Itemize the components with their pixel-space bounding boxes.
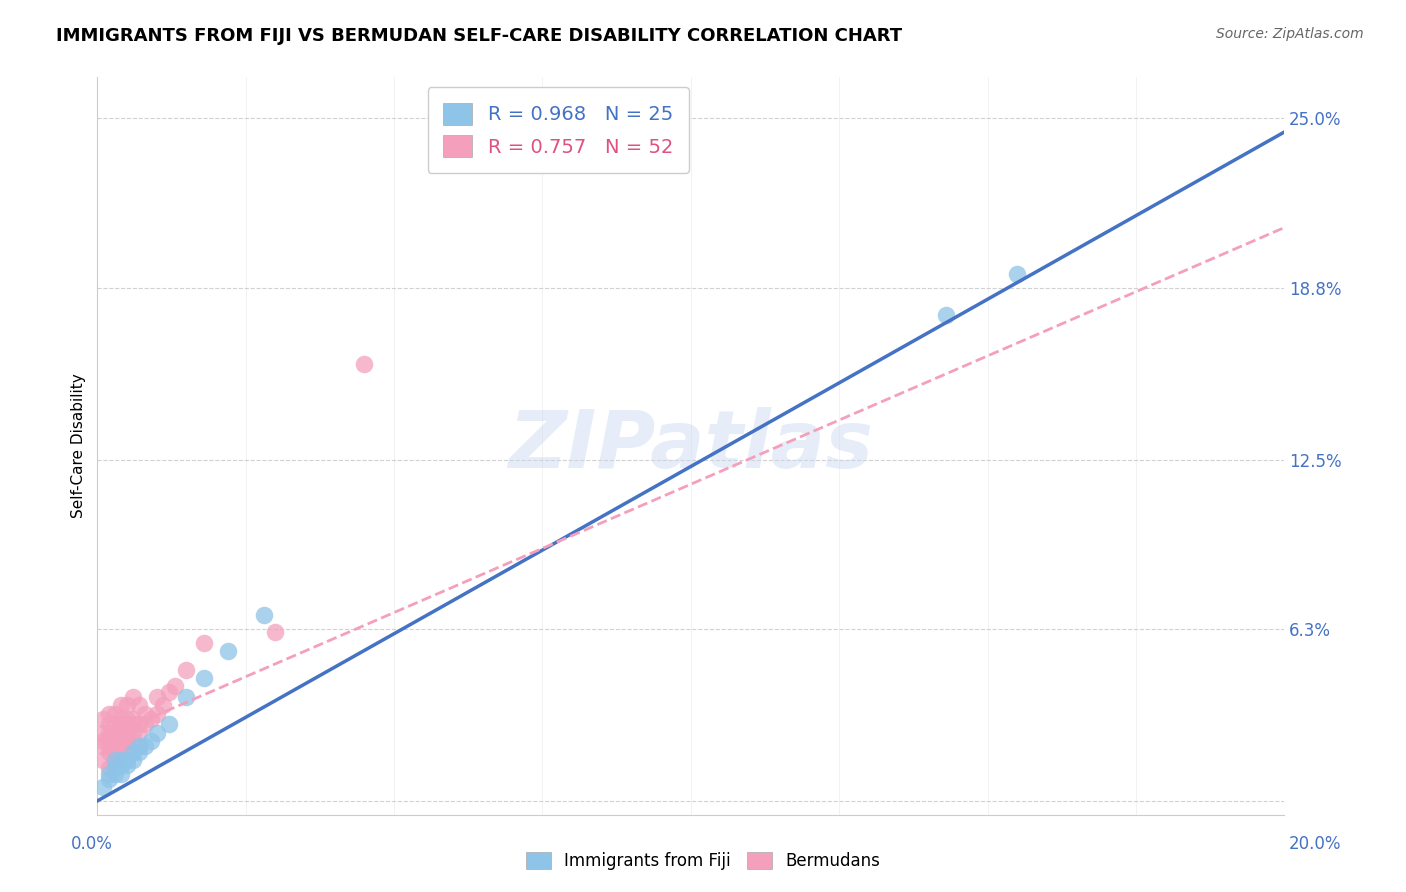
Point [145, 725, 167, 739]
Point [193, 635, 215, 649]
Point [98, 731, 121, 745]
Text: IMMIGRANTS FROM FIJI VS BERMUDAN SELF-CARE DISABILITY CORRELATION CHART: IMMIGRANTS FROM FIJI VS BERMUDAN SELF-CA… [56, 27, 903, 45]
Point [1005, 267, 1028, 281]
Point [134, 717, 156, 731]
Point [163, 679, 186, 693]
Point [115, 758, 138, 772]
Point [98, 766, 121, 780]
Point [115, 717, 138, 731]
Point [145, 690, 167, 705]
Point [128, 725, 150, 739]
Point [104, 761, 127, 775]
Point [122, 753, 145, 767]
Point [115, 753, 138, 767]
Text: ZIPatlas: ZIPatlas [509, 407, 873, 485]
Point [128, 745, 150, 759]
Point [110, 739, 132, 754]
Point [353, 357, 375, 371]
Point [91, 753, 114, 767]
Point [91, 725, 114, 739]
Point [134, 706, 156, 721]
Text: 0.0%: 0.0% [70, 835, 112, 853]
Point [98, 745, 121, 759]
Point [122, 690, 145, 705]
Point [176, 690, 198, 705]
Point [104, 745, 127, 759]
Point [91, 780, 114, 795]
Point [110, 717, 132, 731]
Point [122, 717, 145, 731]
Point [252, 608, 274, 623]
Point [157, 717, 180, 731]
Point [935, 308, 957, 322]
Text: Source: ZipAtlas.com: Source: ZipAtlas.com [1216, 27, 1364, 41]
Point [152, 698, 174, 713]
Point [128, 717, 150, 731]
Point [91, 712, 114, 726]
Point [98, 725, 121, 739]
Point [217, 644, 239, 658]
Point [128, 739, 150, 754]
Point [115, 698, 138, 713]
Point [110, 745, 132, 759]
Point [115, 712, 138, 726]
Point [122, 745, 145, 759]
Point [110, 753, 132, 767]
Point [264, 624, 287, 639]
Point [104, 739, 127, 754]
Point [139, 734, 162, 748]
Legend: R = 0.968   N = 25, R = 0.757   N = 52: R = 0.968 N = 25, R = 0.757 N = 52 [427, 87, 689, 173]
Point [134, 739, 156, 754]
Point [104, 717, 127, 731]
Point [122, 734, 145, 748]
Point [104, 766, 127, 780]
Point [91, 739, 114, 754]
Point [176, 663, 198, 677]
Point [98, 706, 121, 721]
Point [110, 725, 132, 739]
Legend: Immigrants from Fiji, Bermudans: Immigrants from Fiji, Bermudans [519, 845, 887, 877]
Point [104, 753, 127, 767]
Point [110, 698, 132, 713]
Text: 20.0%: 20.0% [1288, 835, 1341, 853]
Point [128, 698, 150, 713]
Point [98, 761, 121, 775]
Point [104, 706, 127, 721]
Point [115, 739, 138, 754]
Point [104, 753, 127, 767]
Point [110, 766, 132, 780]
Point [145, 706, 167, 721]
Y-axis label: Self-Care Disability: Self-Care Disability [72, 374, 86, 518]
Point [98, 772, 121, 786]
Point [104, 734, 127, 748]
Point [115, 725, 138, 739]
Point [139, 712, 162, 726]
Point [193, 671, 215, 685]
Point [104, 725, 127, 739]
Point [157, 684, 180, 698]
Point [98, 717, 121, 731]
Point [91, 734, 114, 748]
Point [110, 712, 132, 726]
Point [110, 758, 132, 772]
Point [122, 725, 145, 739]
Point [122, 712, 145, 726]
Point [98, 739, 121, 754]
Point [115, 734, 138, 748]
Point [110, 734, 132, 748]
